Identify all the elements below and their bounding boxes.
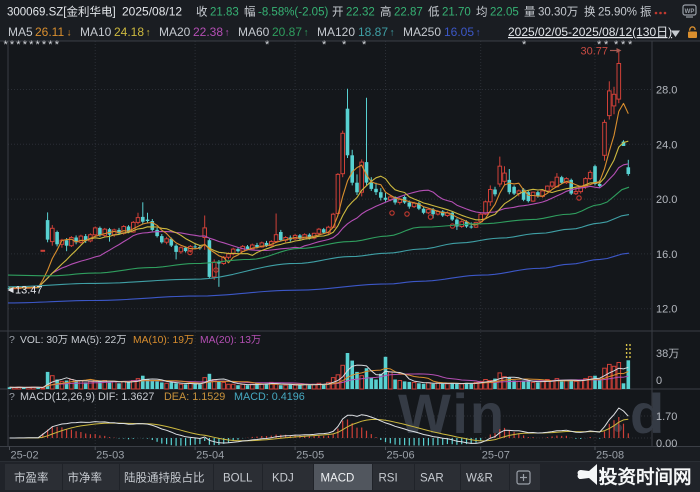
svg-text:MACD: 0.4196: MACD: 0.4196 xyxy=(234,391,305,403)
svg-text:21.70: 21.70 xyxy=(442,7,471,19)
svg-text:MACD(12,26,9): MACD(12,26,9) xyxy=(20,391,95,403)
svg-text:*: * xyxy=(48,39,53,51)
svg-text:25.90%: 25.90% xyxy=(598,7,637,19)
svg-text:换: 换 xyxy=(584,5,596,19)
svg-text:Win: Win xyxy=(398,382,506,445)
svg-text:?: ? xyxy=(9,334,15,346)
svg-text:*: * xyxy=(628,39,633,51)
svg-text:25-06: 25-06 xyxy=(387,450,415,462)
svg-text:2025/02/05-2025/08/12(130日): 2025/02/05-2025/08/12(130日) xyxy=(508,25,672,39)
svg-text:?: ? xyxy=(9,391,15,403)
svg-text:18.87: 18.87 xyxy=(358,25,388,39)
svg-text:*: * xyxy=(10,39,15,51)
svg-text:13.47: 13.47 xyxy=(15,285,43,297)
svg-text:↓: ↓ xyxy=(67,28,72,39)
svg-text:RSI: RSI xyxy=(379,473,398,485)
svg-text:*: * xyxy=(621,39,626,51)
svg-text:W&R: W&R xyxy=(466,473,493,485)
svg-text:22.05: 22.05 xyxy=(490,7,519,19)
svg-text:MA5: MA5 xyxy=(8,25,33,39)
svg-text:20.87: 20.87 xyxy=(272,25,302,39)
svg-text:收: 收 xyxy=(196,5,208,19)
svg-text:MA(5): 22万: MA(5): 22万 xyxy=(71,335,127,346)
svg-text:*: * xyxy=(23,39,28,51)
svg-text:25-08: 25-08 xyxy=(596,450,624,462)
svg-text:DEA: 1.1529: DEA: 1.1529 xyxy=(164,391,225,403)
svg-text:28.0: 28.0 xyxy=(656,85,677,97)
svg-text:MA20: MA20 xyxy=(159,25,191,39)
svg-text:*: * xyxy=(362,39,367,51)
svg-text:25-07: 25-07 xyxy=(482,450,510,462)
svg-text:开: 开 xyxy=(332,7,344,19)
svg-text:38万: 38万 xyxy=(656,348,679,360)
svg-text:16.0: 16.0 xyxy=(656,249,677,261)
svg-text:*: * xyxy=(597,39,602,51)
svg-text:MACD: MACD xyxy=(321,473,355,485)
svg-text:1.70: 1.70 xyxy=(656,411,677,423)
svg-text:24.18: 24.18 xyxy=(114,25,144,39)
svg-text:24.0: 24.0 xyxy=(656,139,677,151)
svg-text:低: 低 xyxy=(428,6,440,19)
svg-text:300069.SZ[金利华电]: 300069.SZ[金利华电] xyxy=(7,5,116,19)
svg-text:WP: WP xyxy=(685,9,695,15)
svg-text:*: * xyxy=(322,39,327,51)
svg-text:2025/08/12: 2025/08/12 xyxy=(122,5,182,19)
svg-text:25-04: 25-04 xyxy=(196,450,224,462)
svg-text:*: * xyxy=(604,39,609,51)
svg-text:投资时间网: 投资时间网 xyxy=(599,467,692,488)
svg-text:*: * xyxy=(522,39,527,51)
svg-text:量: 量 xyxy=(524,6,536,19)
svg-text:BOLL: BOLL xyxy=(223,473,253,485)
svg-text:市盈率: 市盈率 xyxy=(14,471,49,485)
svg-text:↑: ↑ xyxy=(304,28,309,39)
svg-text:VOL: 30万: VOL: 30万 xyxy=(20,335,68,346)
svg-text:22.87: 22.87 xyxy=(394,7,423,19)
svg-text:25-05: 25-05 xyxy=(296,450,324,462)
svg-text:幅: 幅 xyxy=(244,6,256,19)
svg-text:陆股通持股占比: 陆股通持股占比 xyxy=(124,471,205,485)
svg-text:MA60: MA60 xyxy=(238,25,270,39)
svg-text:KDJ: KDJ xyxy=(272,473,294,485)
svg-text:d: d xyxy=(630,382,664,445)
svg-text:↑: ↑ xyxy=(146,28,151,39)
svg-text:↑: ↑ xyxy=(476,28,481,39)
svg-text:SAR: SAR xyxy=(420,473,444,485)
svg-text:22.32: 22.32 xyxy=(346,7,375,19)
svg-text:MA120: MA120 xyxy=(317,25,355,39)
svg-text:25-03: 25-03 xyxy=(96,450,124,462)
svg-text:高: 高 xyxy=(380,5,392,19)
svg-text:0: 0 xyxy=(656,375,662,387)
svg-text:*: * xyxy=(4,39,9,51)
svg-text:振: 振 xyxy=(640,5,652,19)
svg-text:MA250: MA250 xyxy=(403,25,441,39)
svg-text:0.00: 0.00 xyxy=(656,438,677,450)
svg-text:*: * xyxy=(42,39,47,51)
svg-text:30.77: 30.77 xyxy=(580,46,608,58)
svg-text:21.83: 21.83 xyxy=(210,7,239,19)
svg-text:*: * xyxy=(614,39,619,51)
svg-text:26.11: 26.11 xyxy=(35,25,64,39)
svg-text:-8.58%(-2.05): -8.58%(-2.05) xyxy=(258,7,328,19)
svg-text:MA(20): 13万: MA(20): 13万 xyxy=(200,335,261,346)
svg-text:*: * xyxy=(342,39,347,51)
svg-text:*: * xyxy=(29,39,34,51)
svg-text:22.38: 22.38 xyxy=(193,25,223,39)
svg-text:16.05: 16.05 xyxy=(444,25,474,39)
svg-text:市净率: 市净率 xyxy=(68,471,103,485)
svg-text:↑: ↑ xyxy=(390,28,395,39)
svg-text:MA(10): 19万: MA(10): 19万 xyxy=(133,335,194,346)
svg-text:DIF: 1.3627: DIF: 1.3627 xyxy=(98,391,154,403)
svg-text:30.30万: 30.30万 xyxy=(538,7,578,19)
svg-text:*: * xyxy=(265,39,270,51)
svg-text:↑: ↑ xyxy=(225,28,230,39)
svg-text:*: * xyxy=(16,39,21,51)
svg-text:MA10: MA10 xyxy=(80,25,112,39)
svg-text:25-02: 25-02 xyxy=(11,450,39,462)
svg-text:*: * xyxy=(55,39,60,51)
svg-text:20.0: 20.0 xyxy=(656,194,677,206)
svg-text:*: * xyxy=(36,39,41,51)
svg-text:12.0: 12.0 xyxy=(656,304,677,316)
svg-text:均: 均 xyxy=(476,6,488,19)
